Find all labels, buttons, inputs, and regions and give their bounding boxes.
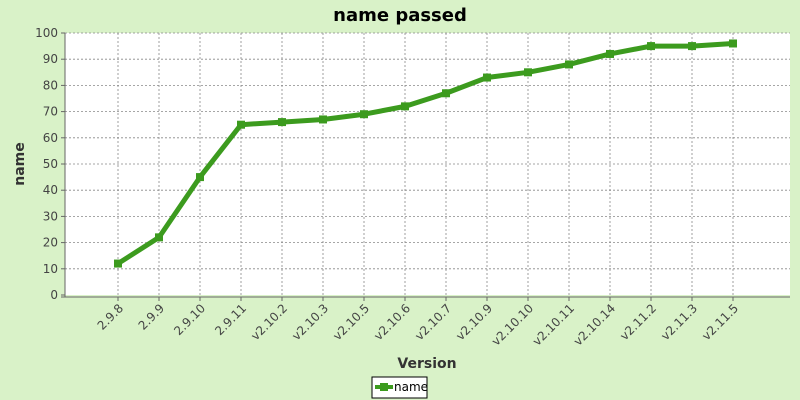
legend: name — [371, 376, 428, 399]
series-line — [115, 40, 736, 267]
x-tick-label: v2.10.9 — [453, 301, 495, 343]
legend-label: name — [394, 380, 428, 394]
x-tick-label: v2.10.14 — [571, 301, 618, 348]
x-tick-label: v2.10.5 — [330, 301, 372, 343]
data-point — [606, 49, 614, 58]
x-tick-label: v2.11.5 — [699, 301, 741, 343]
y-tick-label: 50 — [43, 157, 58, 171]
data-point — [442, 89, 450, 98]
y-tick-label: 10 — [43, 262, 58, 276]
legend-swatch-marker — [380, 383, 388, 391]
x-tick-label: v2.11.2 — [617, 301, 659, 343]
legend-box — [371, 376, 428, 399]
x-axis-label: Version — [397, 356, 456, 372]
x-tick-label: v2.10.2 — [248, 301, 290, 343]
x-tick-label: v2.10.11 — [530, 301, 577, 348]
x-axis-ticks: 2.9.8 2.9.9 2.9.10 2.9.11 v2.10.2 v2.10.3 v2.1… — [95, 297, 741, 349]
gridlines — [65, 32, 790, 295]
axes — [61, 33, 790, 298]
data-point — [729, 39, 737, 48]
y-tick-label: 20 — [43, 236, 58, 250]
y-tick-label: 40 — [43, 183, 58, 197]
data-point — [360, 110, 368, 119]
data-point — [483, 73, 491, 82]
x-tick-label: 2.9.11 — [212, 301, 249, 338]
x-tick-label: v2.10.3 — [289, 301, 331, 343]
data-point — [647, 42, 655, 51]
y-tick-label: 30 — [43, 209, 58, 223]
y-tick-label: 100 — [35, 26, 58, 40]
y-tick-label: 0 — [50, 288, 58, 302]
x-tick-label: 2.9.10 — [171, 301, 208, 338]
chart-title: name passed — [333, 5, 467, 26]
y-tick-label: 80 — [43, 78, 58, 92]
data-point — [401, 102, 409, 111]
x-tick-label: 2.9.9 — [136, 301, 167, 332]
data-point — [565, 60, 573, 69]
y-axis-ticks: 0 10 20 30 40 50 60 70 80 90 100 — [35, 26, 65, 302]
data-point — [278, 118, 286, 127]
x-tick-label: 2.9.8 — [95, 301, 126, 332]
x-tick-label: v2.10.6 — [371, 301, 413, 343]
data-point — [319, 115, 327, 124]
data-point — [237, 120, 245, 129]
data-point — [524, 68, 532, 77]
x-tick-label: v2.10.10 — [489, 301, 536, 348]
data-point — [688, 42, 696, 51]
y-tick-label: 60 — [43, 131, 58, 145]
x-tick-label: v2.10.7 — [412, 301, 454, 343]
data-point — [114, 259, 122, 268]
y-tick-label: 70 — [43, 105, 58, 119]
y-axis-label: name — [12, 142, 28, 186]
data-point — [155, 233, 163, 242]
series-group — [114, 39, 737, 268]
y-tick-label: 90 — [43, 52, 58, 66]
x-tick-label: v2.11.3 — [658, 301, 700, 343]
data-point — [196, 173, 204, 182]
